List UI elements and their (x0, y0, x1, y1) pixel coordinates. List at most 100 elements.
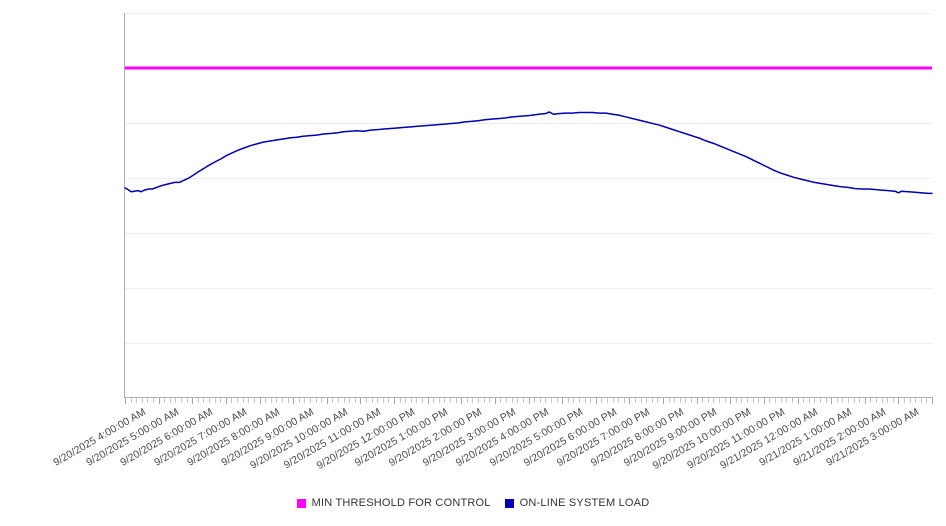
x-axis-minor-tick (713, 398, 714, 403)
x-axis-minor-tick (321, 398, 322, 403)
x-axis-minor-tick (332, 398, 333, 403)
x-axis-minor-tick (344, 398, 345, 403)
x-axis-major-tick (226, 398, 227, 404)
x-axis-minor-tick (304, 398, 305, 403)
x-axis-minor-tick (753, 398, 754, 403)
x-axis-minor-tick (175, 398, 176, 403)
x-axis-minor-tick (551, 398, 552, 403)
x-axis-major-tick (898, 398, 899, 404)
x-axis-minor-tick (405, 398, 406, 403)
x-axis-minor-tick (657, 398, 658, 403)
x-axis-minor-tick (237, 398, 238, 403)
x-axis-minor-tick (809, 398, 810, 403)
x-axis-major-tick (865, 398, 866, 404)
x-axis-minor-tick (910, 398, 911, 403)
x-axis-minor-tick (557, 398, 558, 403)
x-axis-minor-tick (545, 398, 546, 403)
x-axis-minor-tick (377, 398, 378, 403)
x-axis-minor-tick (383, 398, 384, 403)
x-axis-minor-tick (854, 398, 855, 403)
plot-area (125, 13, 932, 398)
x-axis-minor-tick (316, 398, 317, 403)
x-axis-major-tick (798, 398, 799, 404)
x-axis-minor-tick (652, 398, 653, 403)
legend-item-min-threshold[interactable]: MIN THRESHOLD FOR CONTROL (296, 497, 491, 509)
gridline (125, 233, 932, 234)
x-axis-minor-tick (769, 398, 770, 403)
x-axis-minor-tick (624, 398, 625, 403)
series-layer (125, 13, 932, 398)
x-axis-minor-tick (444, 398, 445, 403)
x-axis-minor-tick (500, 398, 501, 403)
x-axis-minor-tick (243, 398, 244, 403)
x-axis-minor-tick (349, 398, 350, 403)
x-axis-minor-tick (669, 398, 670, 403)
x-axis-minor-tick (170, 398, 171, 403)
x-axis-minor-tick (517, 398, 518, 403)
x-axis-major-tick (596, 398, 597, 404)
x-axis-labels: 9/20/2025 4:00:00 AM 9/20/2025 5:00:00 AM… (0, 400, 946, 490)
x-axis-major-tick (831, 398, 832, 404)
x-axis-minor-tick (366, 398, 367, 403)
square-swatch-icon (296, 498, 306, 508)
x-axis-minor-tick (618, 398, 619, 403)
legend-item-system-load[interactable]: ON-LINE SYSTEM LOAD (504, 497, 650, 509)
x-axis-minor-tick (181, 398, 182, 403)
x-axis-major-tick (562, 398, 563, 404)
x-axis-minor-tick (512, 398, 513, 403)
x-axis-major-tick (730, 398, 731, 404)
x-axis-minor-tick (142, 398, 143, 403)
x-axis-minor-tick (921, 398, 922, 403)
x-axis-minor-tick (523, 398, 524, 403)
x-axis-minor-tick (775, 398, 776, 403)
x-axis-minor-tick (803, 398, 804, 403)
x-axis-major-tick (629, 398, 630, 404)
x-axis-minor-tick (254, 398, 255, 403)
x-axis-minor-tick (248, 398, 249, 403)
x-axis-minor-tick (842, 398, 843, 403)
x-axis-minor-tick (786, 398, 787, 403)
x-axis-minor-tick (231, 398, 232, 403)
square-swatch-icon (504, 498, 514, 508)
gridline (125, 123, 932, 124)
x-axis-minor-tick (674, 398, 675, 403)
x-axis-minor-tick (579, 398, 580, 403)
x-axis-minor-tick (288, 398, 289, 403)
x-axis-minor-tick (758, 398, 759, 403)
x-axis-minor-tick (915, 398, 916, 403)
gridline (125, 343, 932, 344)
x-axis-minor-tick (355, 398, 356, 403)
x-axis-minor-tick (820, 398, 821, 403)
x-axis-minor-tick (585, 398, 586, 403)
x-axis-major-tick (495, 398, 496, 404)
x-axis-minor-tick (439, 398, 440, 403)
y-axis-line (124, 13, 125, 398)
x-axis-minor-tick (691, 398, 692, 403)
x-axis-minor-tick (450, 398, 451, 403)
x-axis-minor-tick (153, 398, 154, 403)
x-axis-line (124, 397, 933, 398)
x-axis-minor-tick (741, 398, 742, 403)
x-axis-minor-tick (338, 398, 339, 403)
x-axis-minor-tick (203, 398, 204, 403)
legend-item-label: MIN THRESHOLD FOR CONTROL (311, 497, 491, 509)
x-axis-minor-tick (472, 398, 473, 403)
x-axis-major-tick (293, 398, 294, 404)
x-axis-minor-tick (147, 398, 148, 403)
x-axis-major-tick (461, 398, 462, 404)
x-axis-minor-tick (781, 398, 782, 403)
x-axis-minor-tick (635, 398, 636, 403)
x-axis-minor-tick (870, 398, 871, 403)
x-axis-minor-tick (904, 398, 905, 403)
x-axis-minor-tick (887, 398, 888, 403)
x-axis-minor-tick (282, 398, 283, 403)
x-axis-minor-tick (814, 398, 815, 403)
x-axis-minor-tick (265, 398, 266, 403)
x-axis-minor-tick (859, 398, 860, 403)
x-axis-major-tick (697, 398, 698, 404)
x-axis-minor-tick (708, 398, 709, 403)
x-axis-major-tick (428, 398, 429, 404)
x-axis-minor-tick (372, 398, 373, 403)
on-line-system-load-line (125, 112, 932, 193)
